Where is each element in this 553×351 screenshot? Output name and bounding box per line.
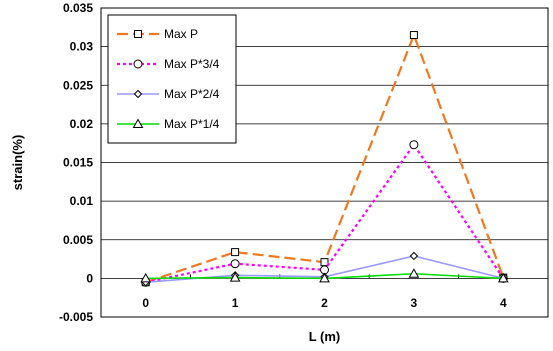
data-point [230,259,240,269]
x-tick-label: 3 [411,296,418,310]
legend-label: Max P*3/4 [164,57,220,71]
y-tick-label: -0.005 [59,310,93,324]
legend-label: Max P [164,27,198,41]
x-axis-title: L (m) [309,329,341,344]
y-tick-label: 0.02 [70,117,94,131]
x-tick-label: 0 [142,296,149,310]
legend-swatch-marker [133,59,143,69]
legend-swatch-marker [132,118,144,128]
x-tick-label: 4 [500,296,507,310]
y-tick-label: 0.005 [63,233,93,247]
y-axis-title: strain(%) [10,135,25,191]
x-tick-label: 1 [232,296,239,310]
plot-area-frame [100,7,549,318]
data-point [409,140,419,150]
data-point [140,272,152,283]
data-point [497,272,509,283]
x-axis-tick-labels: 0 1 2 3 4 [142,296,507,310]
y-axis-tick-labels: -0.005 0 0.005 0.01 0.015 0.02 0.025 0.03 0.035 [59,1,93,324]
x-tick-label: 2 [321,296,328,310]
legend-label: Max P*1/4 [164,117,220,131]
legend-box [107,14,237,144]
data-point [409,31,418,40]
y-tick-label: 0.015 [63,156,93,170]
series-4 [140,268,509,283]
data-point [409,251,419,261]
y-tick-label: 0.01 [70,194,94,208]
y-tick-label: 0.025 [63,78,93,92]
y-tick-label: 0 [86,271,93,285]
legend-swatch-marker [133,89,143,99]
data-point [231,248,240,257]
legend: Max P Max P*3/4 Max P*2/4 Max P*1/4 [107,14,237,144]
legend-label: Max P*2/4 [164,87,220,101]
series-layer [140,31,509,287]
data-point [319,272,330,283]
data-point [229,272,241,282]
y-tick-label: 0.03 [70,40,94,54]
y-tick-label: 0.035 [63,1,93,15]
data-point [408,268,420,278]
legend-swatch-marker [134,30,142,38]
